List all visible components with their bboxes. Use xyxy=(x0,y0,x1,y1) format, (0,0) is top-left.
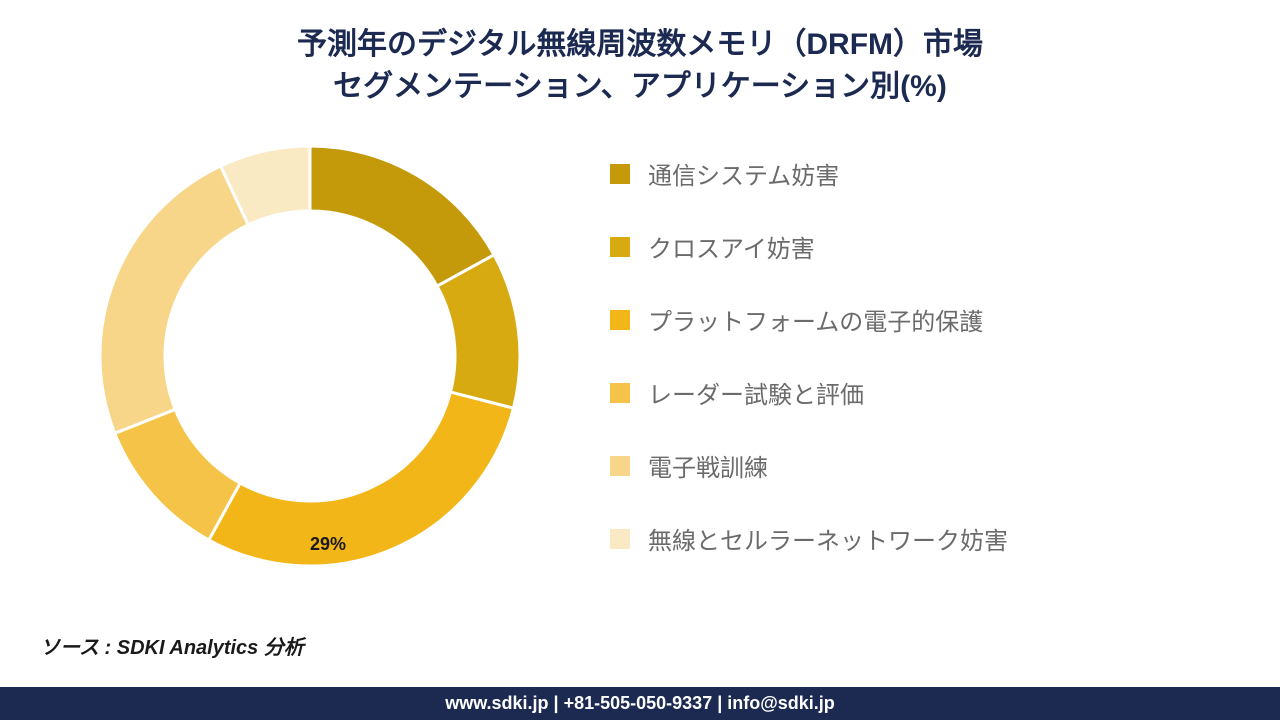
legend-item: クロスアイ妨害 xyxy=(610,229,1240,264)
source-text: ソース : SDKI Analytics 分析 xyxy=(40,631,304,660)
chart-title: 予測年のデジタル無線周波数メモリ（DRFM）市場 セグメンテーション、アプリケー… xyxy=(40,24,1240,108)
donut-svg xyxy=(90,136,530,576)
page: 予測年のデジタル無線周波数メモリ（DRFM）市場 セグメンテーション、アプリケー… xyxy=(0,0,1280,720)
title-line-2: セグメンテーション、アプリケーション別(%) xyxy=(333,70,947,103)
title-line-1: 予測年のデジタル無線周波数メモリ（DRFM）市場 xyxy=(297,28,983,61)
donut-slice xyxy=(209,392,514,566)
legend-swatch xyxy=(610,310,630,330)
legend-swatch xyxy=(610,237,630,257)
legend-label: 電子戦訓練 xyxy=(648,448,768,483)
donut-slice xyxy=(437,255,520,408)
legend-label: プラットフォームの電子的保護 xyxy=(648,302,983,337)
content-row: 29% 通信システム妨害クロスアイ妨害プラットフォームの電子的保護レーダー試験と… xyxy=(0,116,1280,720)
legend-swatch xyxy=(610,529,630,549)
legend-item: 無線とセルラーネットワーク妨害 xyxy=(610,521,1240,556)
legend-swatch xyxy=(610,383,630,403)
legend-label: レーダー試験と評価 xyxy=(648,375,864,410)
footer-bar: www.sdki.jp | +81-505-050-9337 | info@sd… xyxy=(0,687,1280,720)
percent-label: 29% xyxy=(310,534,346,555)
legend-label: 無線とセルラーネットワーク妨害 xyxy=(648,521,1008,556)
legend-swatch xyxy=(610,456,630,476)
legend-item: 通信システム妨害 xyxy=(610,156,1240,191)
title-block: 予測年のデジタル無線周波数メモリ（DRFM）市場 セグメンテーション、アプリケー… xyxy=(0,0,1280,116)
donut-slice xyxy=(310,146,494,286)
legend-label: クロスアイ妨害 xyxy=(648,229,815,264)
legend-label: 通信システム妨害 xyxy=(648,156,839,191)
donut-chart: 29% xyxy=(90,136,530,576)
legend-item: レーダー試験と評価 xyxy=(610,375,1240,410)
legend-item: 電子戦訓練 xyxy=(610,448,1240,483)
legend: 通信システム妨害クロスアイ妨害プラットフォームの電子的保護レーダー試験と評価電子… xyxy=(580,126,1240,594)
chart-column: 29% xyxy=(40,126,580,576)
legend-item: プラットフォームの電子的保護 xyxy=(610,302,1240,337)
donut-slice xyxy=(100,166,248,433)
legend-swatch xyxy=(610,164,630,184)
